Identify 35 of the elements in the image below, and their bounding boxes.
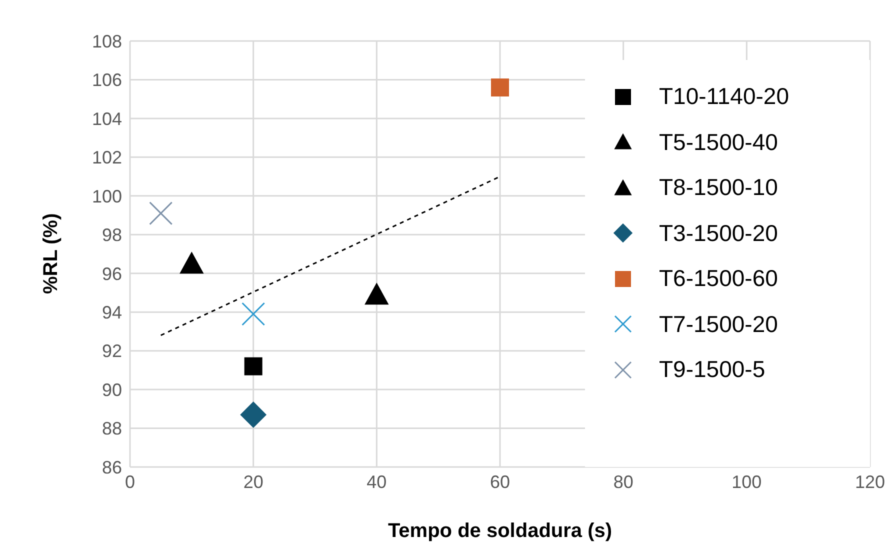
y-tick-label: 104 (92, 108, 122, 129)
x-tick-label: 80 (613, 472, 634, 492)
legend-label: T7-1500-20 (659, 310, 778, 338)
x-tick-label: 120 (854, 472, 886, 492)
legend-label: T9-1500-5 (659, 356, 766, 384)
legend-label: T6-1500-60 (659, 265, 778, 292)
point (491, 78, 509, 96)
x-tick-label: 0 (124, 472, 136, 492)
legend-label: T10-1140-20 (659, 83, 789, 110)
x-tick-label: 20 (243, 472, 264, 492)
y-tick-label: 102 (92, 148, 122, 168)
y-tick-label: 86 (102, 457, 122, 478)
legend-label: T5-1500-40 (659, 128, 778, 156)
y-tick-label: 98 (102, 225, 122, 246)
point (242, 302, 266, 326)
y-tick-label: 96 (102, 264, 122, 284)
x-tick-label: 40 (366, 472, 387, 492)
point (180, 252, 204, 274)
y-tick-label: 94 (102, 302, 122, 322)
point (149, 202, 173, 226)
y-tick-label: 108 (92, 31, 122, 52)
y-tick-label: 88 (102, 418, 122, 439)
legend-label: T3-1500-20 (659, 220, 778, 247)
x-tick-label: 100 (732, 472, 762, 492)
y-tick-label: 90 (102, 380, 122, 400)
legend-label: T8-1500-10 (659, 174, 778, 202)
point (244, 357, 262, 376)
y-tick-label: 92 (102, 341, 122, 362)
point (364, 282, 389, 305)
y-axis-title: %RL (%) (40, 213, 62, 294)
point (240, 402, 267, 428)
y-tick-label: 100 (92, 186, 122, 206)
x-tick-label: 60 (490, 472, 510, 492)
x-axis-title: Tempo de soldadura (s) (388, 520, 612, 542)
y-tick-label: 106 (92, 70, 122, 90)
